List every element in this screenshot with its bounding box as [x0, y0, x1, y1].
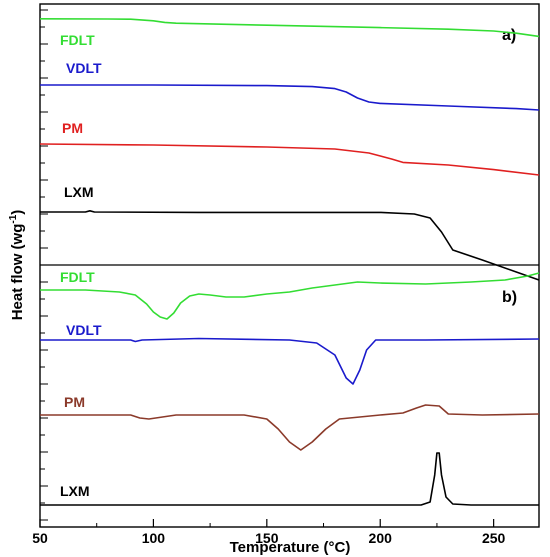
series-line-a-lxm: [40, 210, 540, 281]
x-tick-label: 100: [142, 530, 166, 546]
series-line-b-pm: [40, 404, 540, 451]
series-label-b-pm: PM: [64, 394, 85, 410]
x-axis-title: Temperature (°C): [230, 539, 351, 556]
series-label-b-lxm: LXM: [60, 483, 90, 499]
series-label-a-lxm: LXM: [64, 184, 94, 200]
y-axis-title-suffix: ): [9, 210, 26, 215]
y-axis-title: Heat flow (wg-1): [8, 210, 26, 321]
y-axis-title-sup: -1: [8, 214, 19, 223]
series-label-b-vdlt: VDLT: [66, 322, 102, 338]
series-label-a-pm: PM: [62, 120, 83, 136]
panel-tag-b: b): [502, 289, 517, 306]
panel-tag-a: a): [502, 27, 516, 44]
series-line-a-fdlt: [39, 18, 540, 38]
y-axis-title-prefix: Heat flow (wg: [9, 224, 26, 321]
x-tick-label: 250: [482, 530, 506, 546]
series-label-a-fdlt: FDLT: [60, 32, 95, 48]
series-line-b-lxm: [40, 452, 539, 506]
series-line-b-vdlt: [40, 337, 540, 385]
series-line-a-pm: [39, 143, 540, 176]
x-tick-label: 200: [369, 530, 393, 546]
series-label-b-fdlt: FDLT: [60, 269, 95, 285]
series-label-a-vdlt: VDLT: [66, 60, 102, 76]
y-axis-ticks: [40, 9, 48, 521]
x-tick-label: 150: [255, 530, 279, 546]
series-lines: [39, 18, 540, 506]
series-line-a-vdlt: [40, 84, 540, 111]
x-axis-ticks: 50 100 150 200 250: [32, 519, 506, 546]
x-tick-label: 50: [32, 530, 48, 546]
series-line-b-fdlt: [40, 272, 540, 320]
